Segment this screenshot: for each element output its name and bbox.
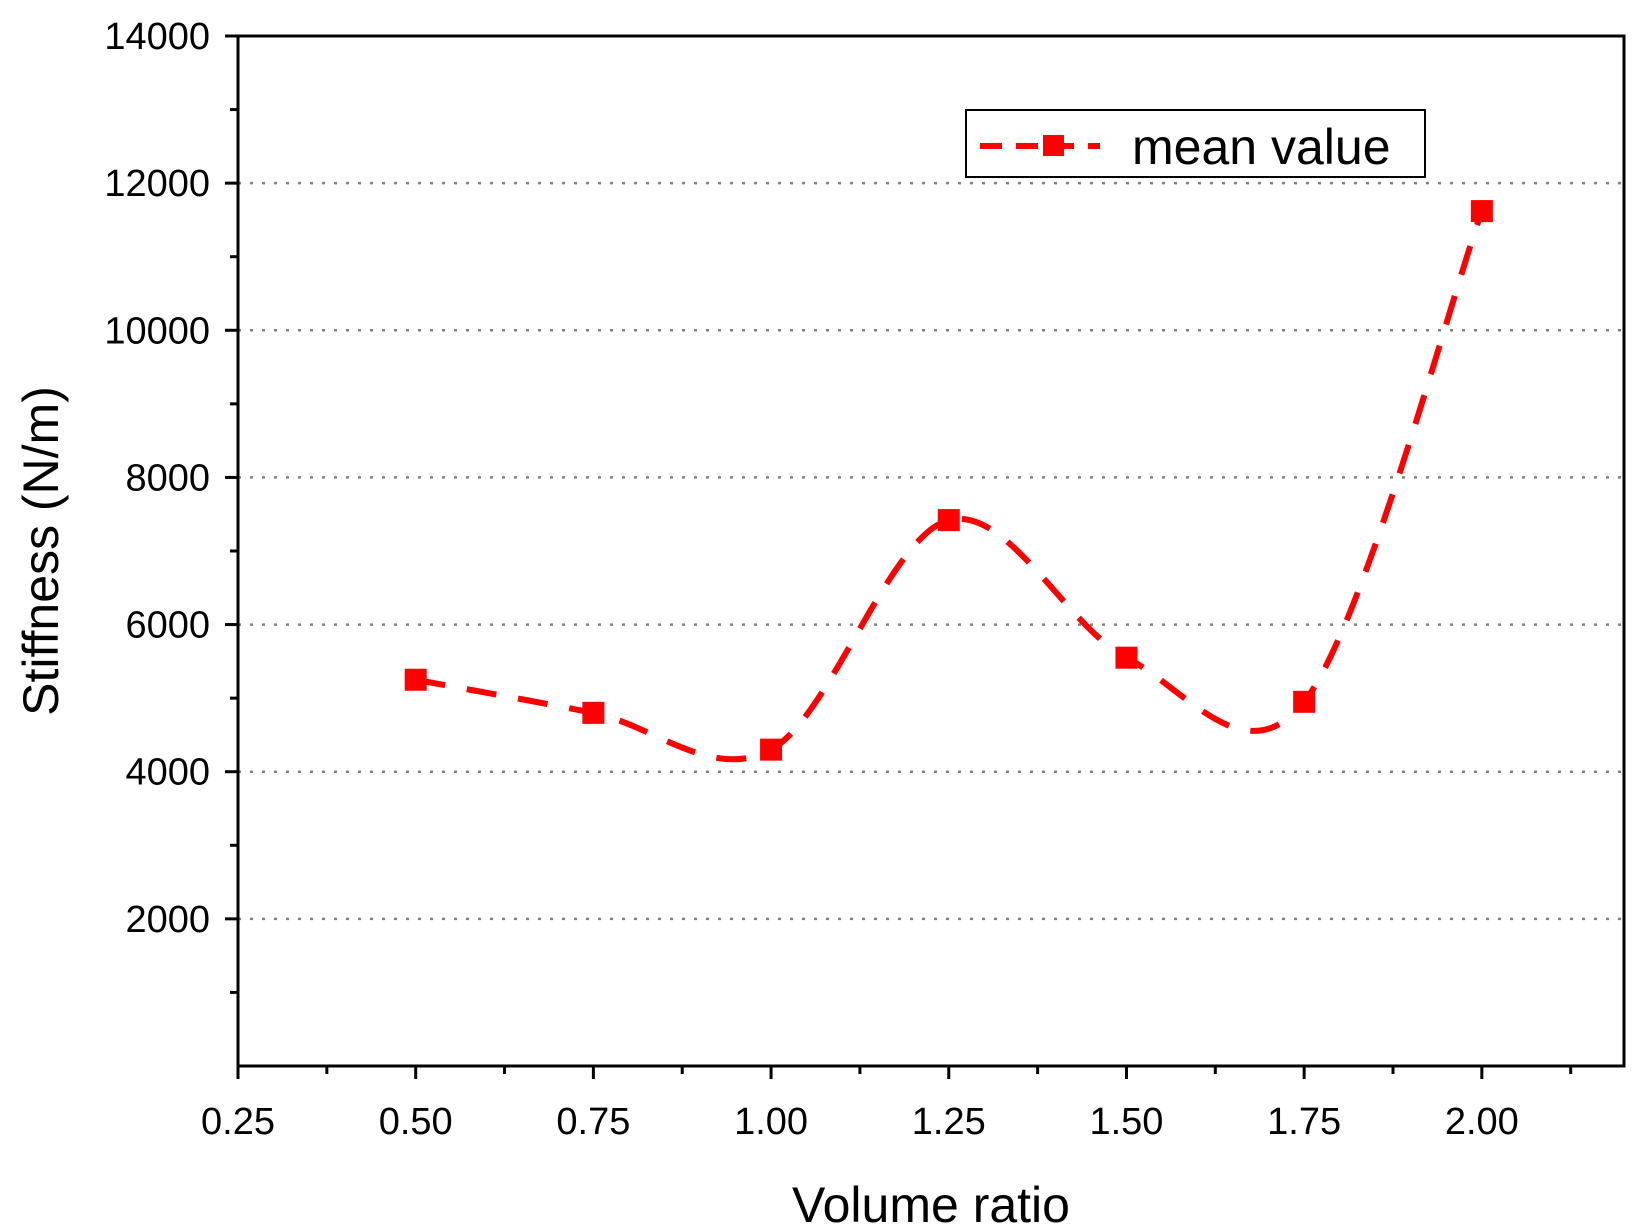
data-point-marker bbox=[1293, 690, 1316, 713]
y-tick-label: 4000 bbox=[125, 752, 210, 794]
data-point-marker bbox=[760, 738, 783, 761]
grid-lines bbox=[238, 181, 1624, 921]
legend-box bbox=[965, 109, 1426, 178]
series-mean-value bbox=[404, 200, 1493, 763]
y-tick-label: 12000 bbox=[104, 163, 210, 205]
x-tick-label: 1.25 bbox=[912, 1101, 986, 1143]
y-tick-label: 6000 bbox=[125, 605, 210, 647]
legend-label: mean value bbox=[1132, 119, 1391, 175]
series-line bbox=[415, 210, 1485, 763]
legend: mean value bbox=[965, 109, 1426, 178]
x-tick-label: 1.00 bbox=[734, 1101, 808, 1143]
y-axis-title: Stiffness (N/m) bbox=[13, 386, 69, 716]
y-tick-label: 8000 bbox=[125, 457, 210, 499]
y-tick-label: 2000 bbox=[125, 899, 210, 941]
x-tick-label: 2.00 bbox=[1445, 1101, 1519, 1143]
axis-ticks: 2000 4000 6000 8000 10000 12000 14000 0.25 0.50 0… bbox=[104, 16, 1573, 1143]
data-point-marker bbox=[1115, 646, 1138, 669]
data-point-marker bbox=[937, 509, 960, 532]
x-tick-label: 0.50 bbox=[379, 1101, 453, 1143]
data-point-marker bbox=[1470, 200, 1493, 223]
x-tick-label: 1.75 bbox=[1267, 1101, 1341, 1143]
data-point-marker bbox=[404, 668, 427, 691]
y-tick-label: 10000 bbox=[104, 310, 210, 352]
legend-marker bbox=[1043, 135, 1064, 156]
x-tick-label: 0.25 bbox=[201, 1101, 275, 1143]
x-axis-title: Volume ratio bbox=[792, 1177, 1070, 1232]
plot-frame bbox=[236, 34, 1626, 1068]
data-point-marker bbox=[582, 701, 605, 724]
x-tick-label: 1.50 bbox=[1089, 1101, 1163, 1143]
x-tick-label: 0.75 bbox=[556, 1101, 630, 1143]
y-tick-label: 14000 bbox=[104, 16, 210, 58]
